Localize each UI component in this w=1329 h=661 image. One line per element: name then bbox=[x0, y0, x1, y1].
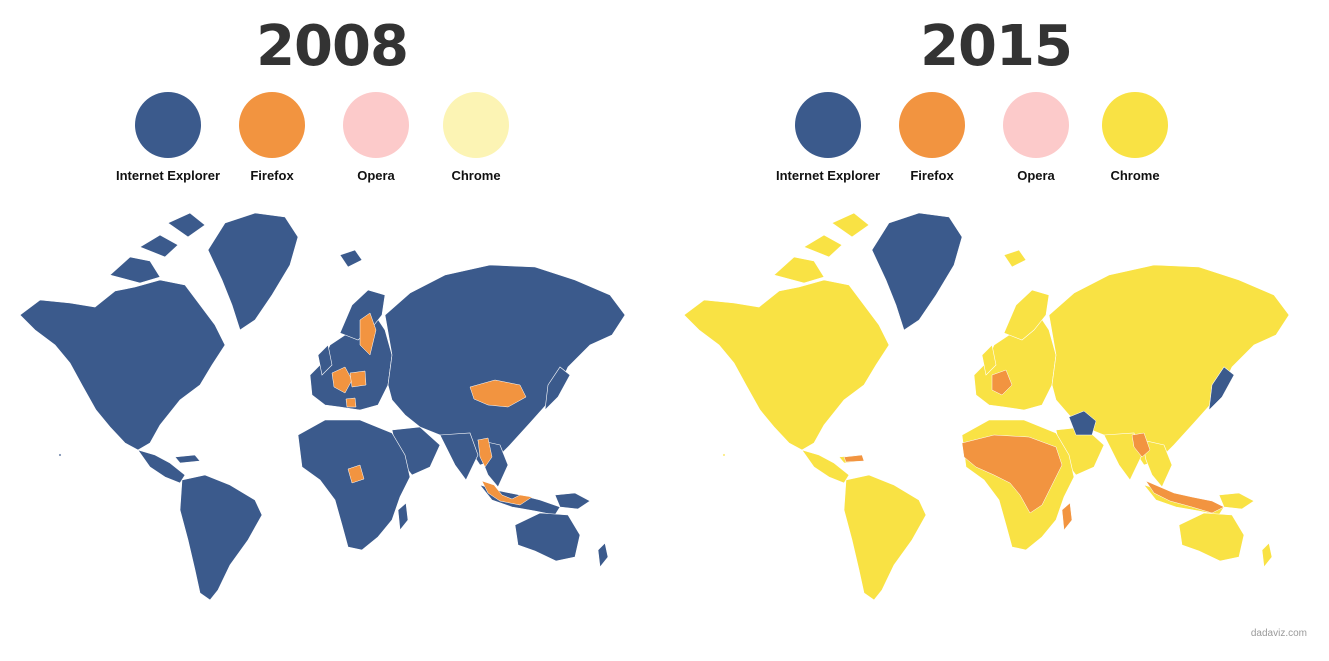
legend-label-opera: Opera bbox=[1017, 168, 1055, 183]
legend-item-opera: Opera bbox=[316, 92, 436, 183]
region-central-africa bbox=[961, 434, 1063, 514]
legend-swatch-chrome bbox=[1102, 92, 1168, 158]
region-cameroon bbox=[347, 464, 365, 484]
world-map-landmass bbox=[683, 212, 1290, 601]
legend-item-ie: Internet Explorer bbox=[108, 92, 228, 183]
region-finland bbox=[359, 312, 377, 356]
region-japan bbox=[1208, 366, 1235, 411]
world-map-2015 bbox=[683, 212, 1290, 601]
legend-label-ie: Internet Explorer bbox=[115, 168, 221, 183]
legend-item-chrome: Chrome bbox=[416, 92, 536, 183]
legend-swatch-firefox bbox=[239, 92, 305, 158]
world-map-landmass bbox=[19, 212, 626, 601]
legend-item-chrome: Chrome bbox=[1075, 92, 1195, 183]
legend-label-firefox: Firefox bbox=[250, 168, 294, 183]
legend-swatch-ie bbox=[135, 92, 201, 158]
region-iran bbox=[1068, 410, 1097, 436]
ie-regions bbox=[871, 212, 1235, 436]
region-indonesia bbox=[481, 480, 533, 506]
region-poland bbox=[349, 370, 367, 388]
region-cuba bbox=[843, 454, 865, 463]
legend-label-chrome: Chrome bbox=[1110, 168, 1160, 183]
legend-label-ie: Internet Explorer bbox=[775, 168, 881, 183]
region-mongolia bbox=[469, 379, 527, 408]
year-title: 2008 bbox=[256, 14, 409, 79]
legend-label-opera: Opera bbox=[357, 168, 395, 183]
region-germany bbox=[991, 369, 1013, 396]
region-indonesia bbox=[1145, 480, 1225, 514]
legend-item-opera: Opera bbox=[976, 92, 1096, 183]
legend-item-firefox: Firefox bbox=[212, 92, 332, 183]
region-madagascar bbox=[1061, 502, 1073, 531]
region-myanmar bbox=[477, 437, 493, 468]
legend-swatch-chrome bbox=[443, 92, 509, 158]
year-title: 2015 bbox=[920, 14, 1073, 79]
legend-swatch-ie bbox=[795, 92, 861, 158]
legend-item-firefox: Firefox bbox=[872, 92, 992, 183]
legend: Internet Explorer Firefox Opera Chrome bbox=[664, 92, 1328, 192]
panel-2008: 2008 Internet Explorer Firefox Opera Chr… bbox=[0, 0, 664, 661]
firefox-regions bbox=[331, 312, 533, 506]
legend-swatch-opera bbox=[343, 92, 409, 158]
source-credit[interactable]: dadaviz.com bbox=[1250, 628, 1307, 639]
legend-label-chrome: Chrome bbox=[451, 168, 501, 183]
region-germany bbox=[331, 366, 353, 394]
legend: Internet Explorer Firefox Opera Chrome bbox=[0, 92, 664, 192]
world-map-2008 bbox=[19, 212, 626, 601]
legend-item-ie: Internet Explorer bbox=[768, 92, 888, 183]
region-slovenia bbox=[345, 397, 357, 408]
legend-swatch-firefox bbox=[899, 92, 965, 158]
firefox-regions bbox=[843, 369, 1225, 531]
region-greenland bbox=[871, 212, 963, 331]
region-bangladesh bbox=[1131, 432, 1151, 458]
legend-label-firefox: Firefox bbox=[910, 168, 954, 183]
legend-swatch-opera bbox=[1003, 92, 1069, 158]
panel-2015: 2015 Internet Explorer Firefox Opera Chr… bbox=[664, 0, 1328, 661]
